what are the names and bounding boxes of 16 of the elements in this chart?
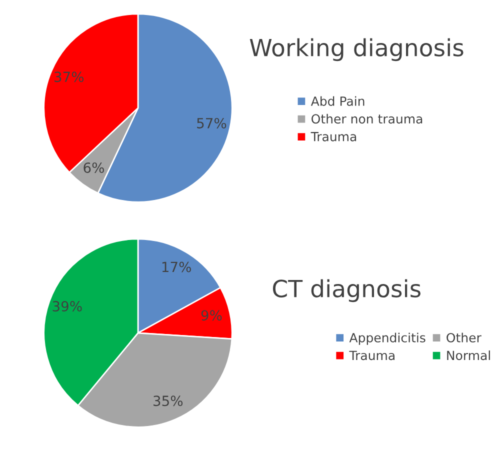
legend-label: Appendicitis — [349, 332, 426, 345]
data-label: 57% — [197, 118, 226, 128]
legend-label: Trauma — [349, 350, 394, 360]
text: CT diagnosis — [272, 279, 420, 302]
data-label: 6% — [84, 162, 104, 173]
data-label: 37% — [54, 72, 84, 82]
text: Working diagnosis — [250, 38, 464, 62]
legend-label: Other — [446, 332, 482, 342]
data-label: 17% — [162, 262, 191, 272]
legend-label: Other non trauma — [312, 114, 422, 124]
data-label: 9% — [201, 310, 222, 321]
legend-label: Trauma — [310, 132, 356, 142]
legend-label: Abd Pain — [310, 96, 364, 106]
data-label: 39% — [52, 301, 82, 312]
data-label: 35% — [154, 396, 183, 406]
legend-label: Normal — [447, 350, 490, 360]
